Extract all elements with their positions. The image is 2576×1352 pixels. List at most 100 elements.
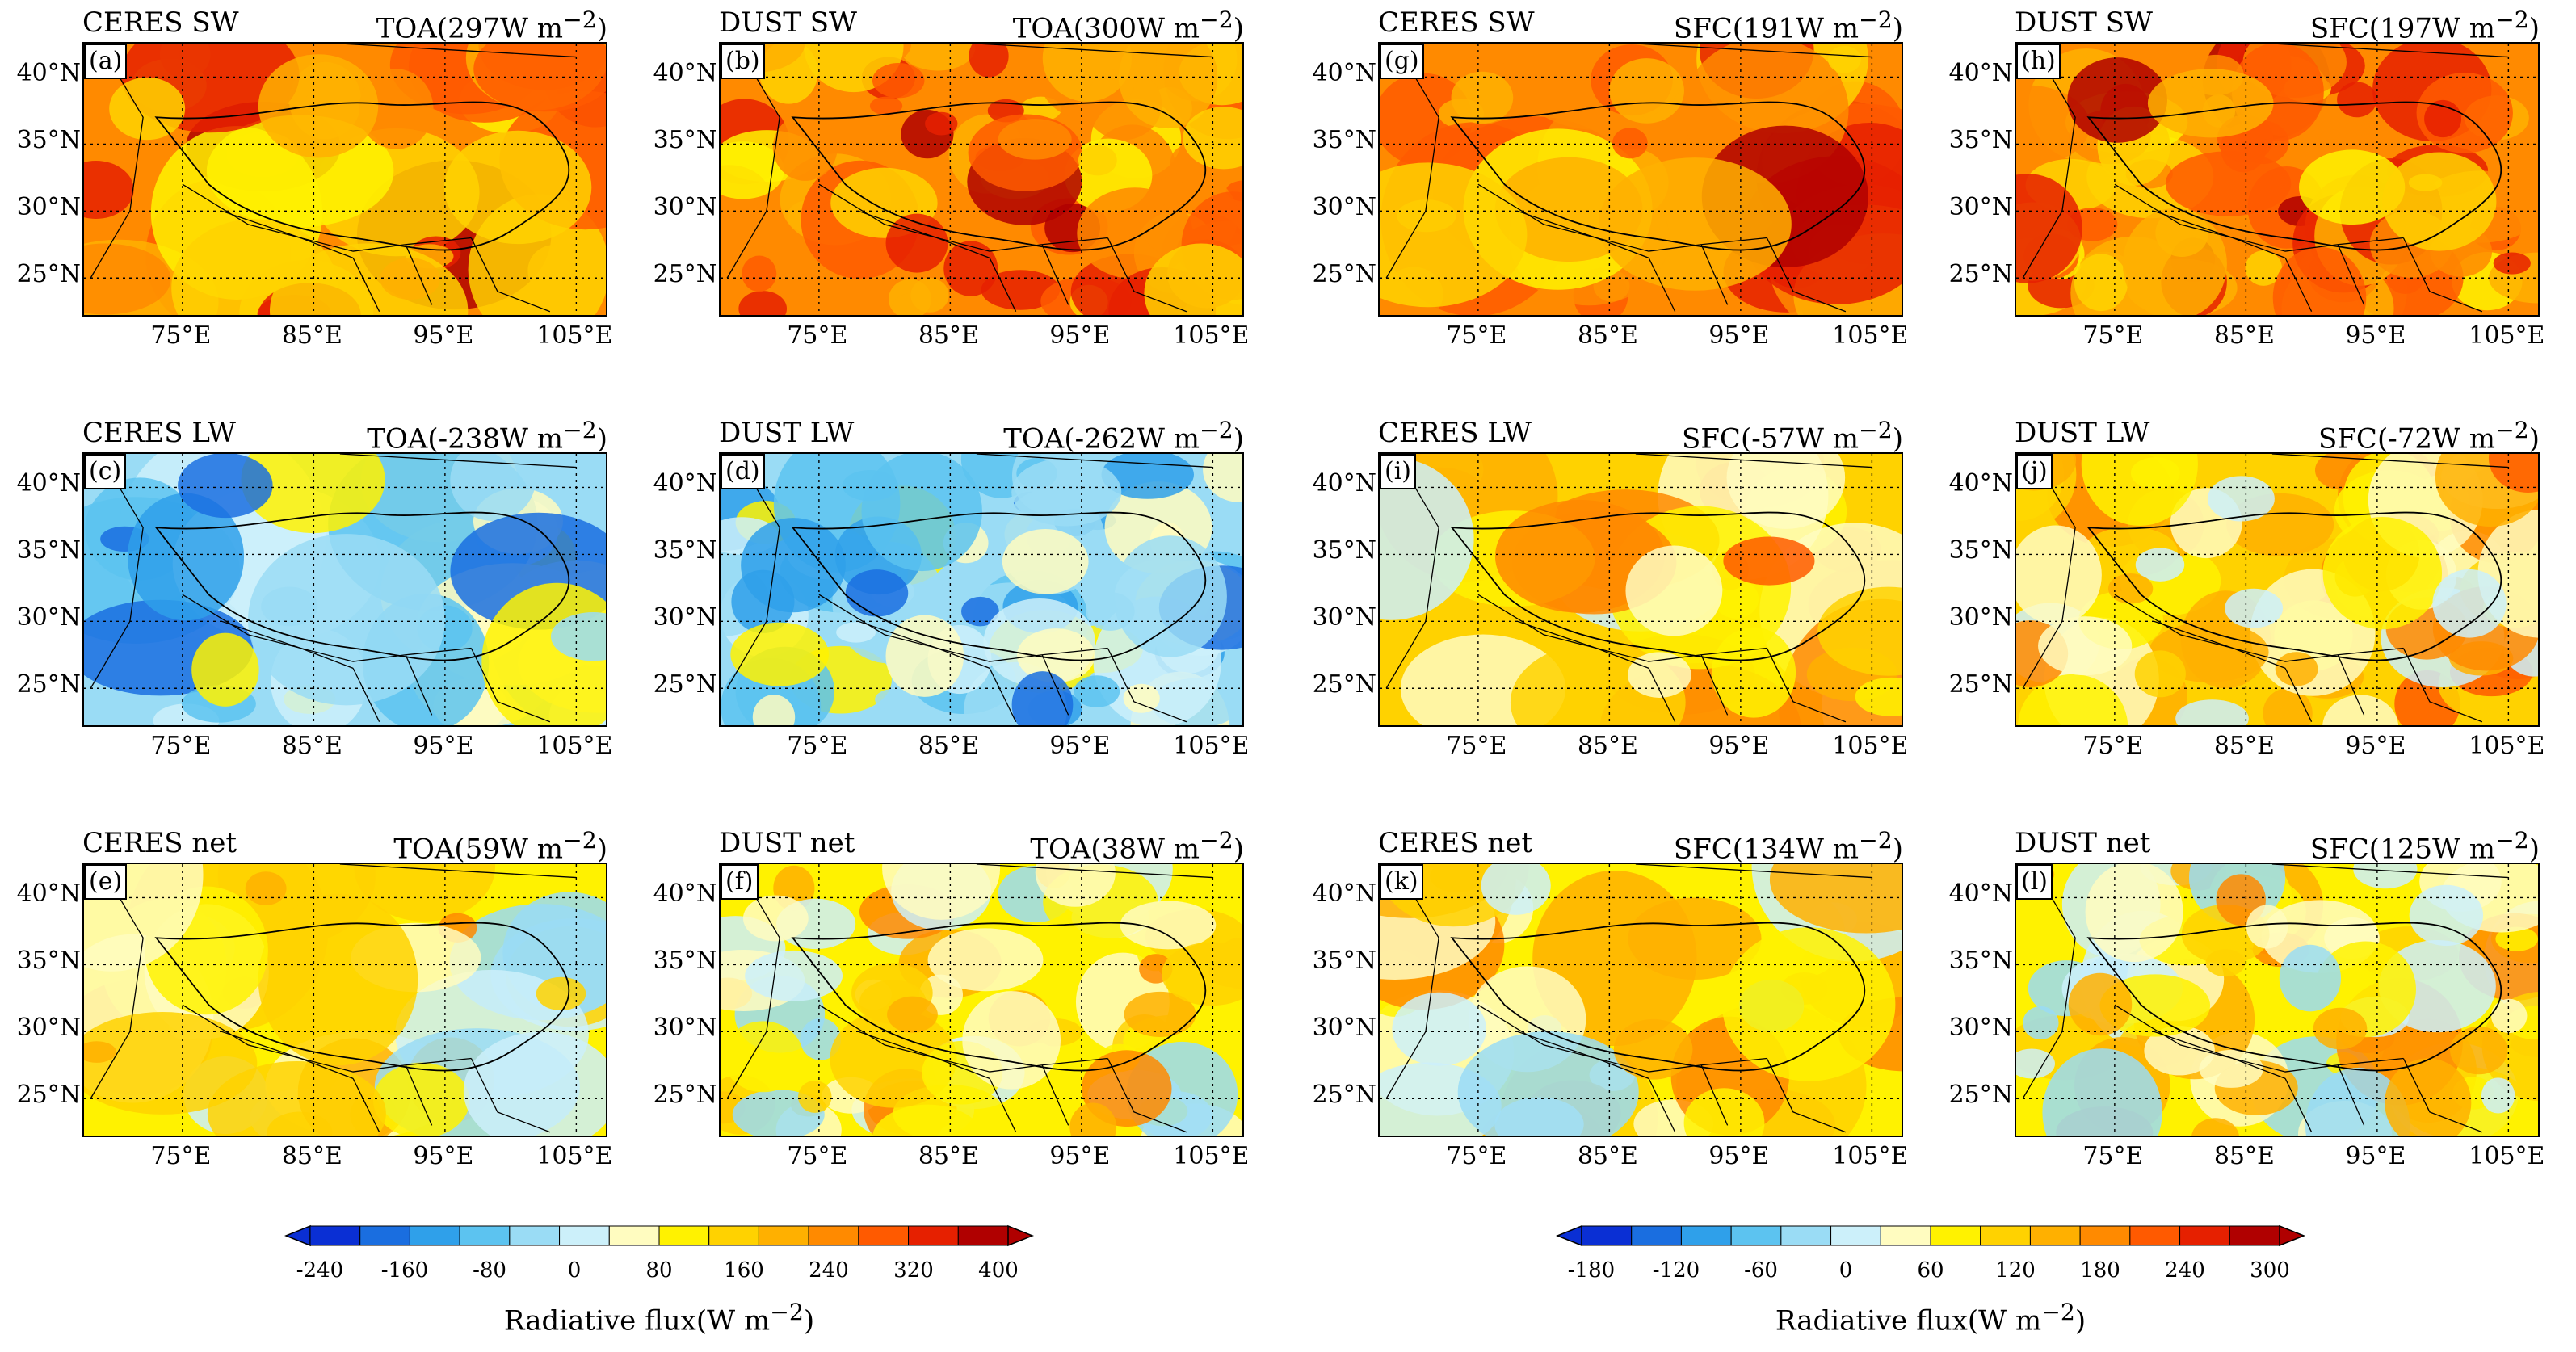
lat-tick-label: 30°N: [1948, 603, 2013, 632]
field-contour: [2016, 525, 2102, 625]
country-border: [2402, 648, 2483, 723]
map-field: [2016, 454, 2538, 725]
field-contour: [127, 493, 245, 621]
field-contour: [2490, 998, 2528, 1034]
country-border: [2284, 258, 2313, 312]
lat-tick-label: 30°N: [653, 193, 717, 222]
colorbar-max-arrow: [2279, 1224, 2306, 1247]
field-contour: [943, 241, 998, 296]
map-plot: [1378, 42, 1903, 317]
country-border: [2284, 668, 2313, 722]
field-contour: [836, 622, 876, 643]
colorbar-tick-label: 240: [809, 1258, 849, 1283]
lat-tick-label: 25°N: [653, 260, 717, 289]
country-border: [2284, 1078, 2313, 1132]
country-border: [2022, 870, 2076, 1099]
lat-tick-label: 30°N: [16, 1014, 81, 1043]
colorbar-segment: [808, 1225, 859, 1246]
lat-tick-label: 40°N: [16, 59, 81, 88]
colorbar-segment: [608, 1225, 660, 1246]
lon-tick-label: 75°E: [1446, 1142, 1507, 1170]
colorbar-segment: [1730, 1225, 1782, 1246]
field-contour: [2023, 1006, 2059, 1040]
colorbar-segment: [359, 1225, 410, 1246]
country-border: [2154, 620, 2286, 669]
field-contour: [882, 864, 1001, 920]
panel-letter-label: (e): [84, 864, 128, 900]
field-contour: [2175, 699, 2249, 725]
panel-letter-label: (g): [1380, 44, 1424, 79]
field-contour: [207, 1061, 386, 1136]
field-contour: [885, 615, 964, 697]
lon-tick-label: 85°E: [1577, 1142, 1638, 1170]
lon-tick-label: 105°E: [536, 1142, 613, 1170]
colorbar-sfc-scale: [1555, 1224, 2306, 1247]
field-contour: [1769, 864, 1902, 934]
lon-tick-label: 85°E: [281, 1142, 342, 1170]
field-contour: [191, 632, 259, 707]
lon-tick-label: 105°E: [536, 732, 613, 760]
lon-tick-label: 105°E: [2469, 732, 2545, 760]
field-contour: [2134, 650, 2186, 698]
field-contour: [1380, 162, 1528, 308]
map-plot: [82, 452, 607, 727]
country-border: [726, 460, 780, 689]
field-contour: [2272, 246, 2367, 315]
panel-level-title: SFC(125W m−2): [2309, 827, 2540, 866]
field-contour: [962, 991, 1061, 1090]
map-plot: [719, 863, 1244, 1137]
panel-letter-label: (a): [84, 44, 128, 79]
field-contour: [245, 871, 287, 906]
country-border: [989, 1078, 1017, 1132]
country-border: [2022, 49, 2076, 279]
panel-i: CERES LW SFC(-57W m−2) (i) 40°N 35°N 30°N 25°N…: [1296, 410, 1910, 814]
lat-tick-label: 35°N: [1948, 536, 2013, 565]
field-contour: [722, 1021, 804, 1093]
field-contour: [2130, 457, 2180, 489]
field-contour: [738, 291, 788, 315]
lat-tick-label: 40°N: [653, 469, 717, 498]
country-border: [976, 864, 1213, 879]
country-border: [470, 237, 551, 313]
panel-source-title: DUST SW: [719, 6, 857, 39]
panel-source-title: DUST SW: [2015, 6, 2153, 39]
field-contour: [2313, 1007, 2368, 1050]
colorbar-tick-label: 60: [1917, 1258, 1944, 1283]
panel-letter-label: (i): [1380, 454, 1417, 489]
colorbar-tick-label: 120: [1995, 1258, 2036, 1283]
country-border: [989, 258, 1017, 312]
lon-tick-label: 85°E: [918, 1142, 979, 1170]
panel-source-title: CERES net: [1378, 827, 1533, 859]
field-contour: [2074, 254, 2128, 312]
country-border: [2271, 864, 2509, 879]
map-plot: [1378, 452, 1903, 727]
field-contour: [84, 1012, 258, 1115]
plateau-outline: [1450, 922, 1866, 1072]
lat-tick-label: 40°N: [653, 880, 717, 909]
panel-e: CERES net TOA(59W m−2) (e) 40°N 35°N 30°N 25°N…: [0, 821, 614, 1224]
field-contour: [1481, 864, 1551, 915]
field-contour: [2199, 1049, 2263, 1088]
field-contour: [1042, 44, 1132, 102]
map-plot: [719, 452, 1244, 727]
field-contour: [2245, 250, 2282, 286]
field-contour: [1628, 652, 1691, 698]
field-contour: [998, 119, 1072, 160]
lat-tick-label: 25°N: [653, 1081, 717, 1110]
field-contour: [473, 44, 606, 112]
lat-tick-label: 40°N: [653, 59, 717, 88]
map-field: [721, 454, 1242, 725]
lat-tick-label: 30°N: [16, 603, 81, 632]
country-border: [1517, 620, 1649, 669]
field-contour: [1124, 991, 1196, 1037]
colorbar-tick-label: 180: [2080, 1258, 2120, 1283]
country-border: [858, 1031, 990, 1079]
lon-tick-label: 105°E: [1173, 1142, 1250, 1170]
country-border: [352, 1078, 380, 1132]
country-border: [90, 49, 144, 279]
colorbar-segment: [1631, 1225, 1682, 1246]
colorbar-segment: [2029, 1225, 2081, 1246]
country-border: [1635, 44, 1872, 58]
field-contour: [800, 1018, 842, 1060]
country-border: [90, 460, 144, 689]
